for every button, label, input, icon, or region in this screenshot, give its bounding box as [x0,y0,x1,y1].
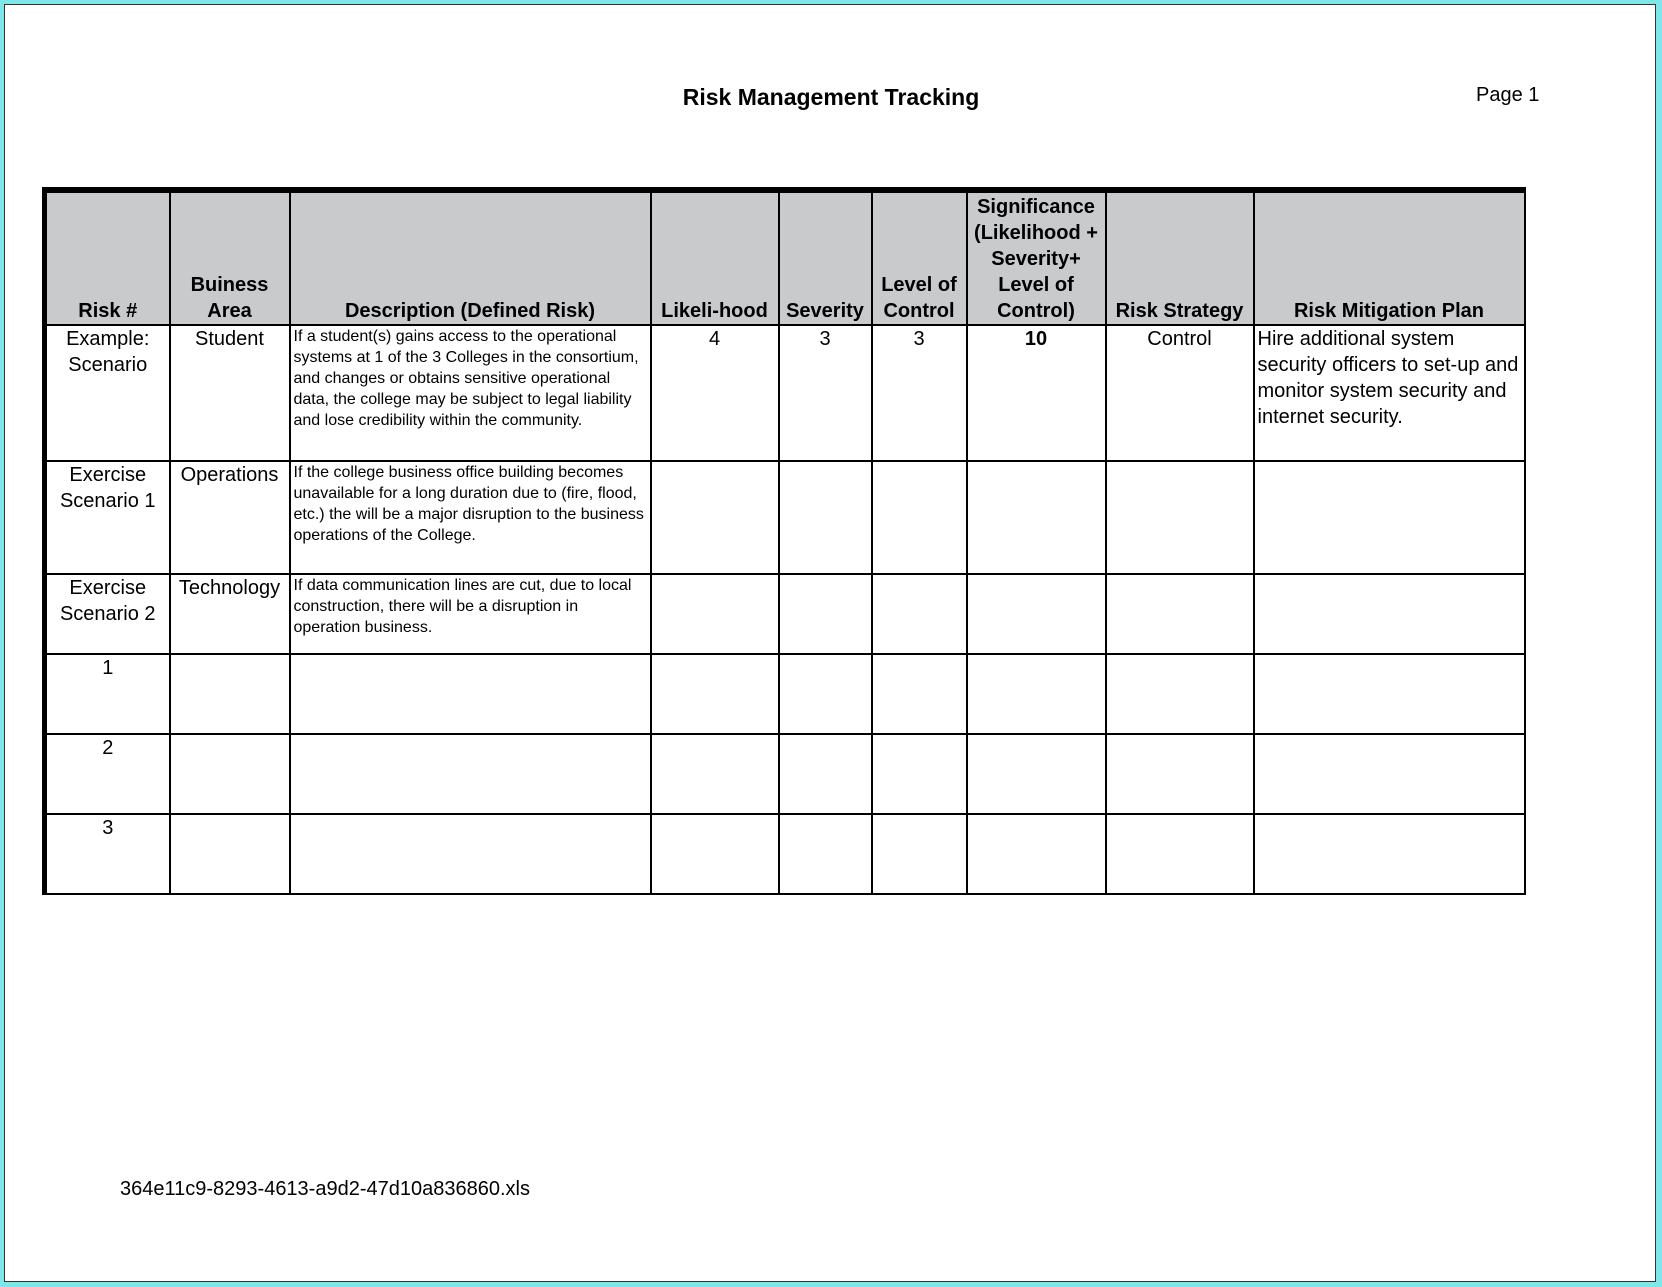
cell-mitigation-plan [1252,733,1526,815]
cell-severity [777,813,873,895]
cell-description: If data communication lines are cut, due… [288,573,652,655]
cell-risk-number: 1 [43,653,171,735]
cell-business-area: Technology [168,573,291,655]
cell-severity [777,460,873,575]
cell-level-of-control: 3 [870,324,968,462]
cell-significance [965,460,1107,575]
cell-likelihood [649,733,780,815]
cell-significance [965,813,1107,895]
cell-mitigation-plan [1252,460,1526,575]
cell-risk-strategy: Control [1104,324,1255,462]
header-level-of-control: Level of Control [870,189,968,326]
cell-business-area [168,733,291,815]
table-row: 1 [43,653,1526,735]
cell-risk-strategy [1104,733,1255,815]
cell-mitigation-plan: Hire additional system security officers… [1252,324,1526,462]
header-mitigation-plan: Risk Mitigation Plan [1252,189,1526,326]
cell-business-area: Student [168,324,291,462]
cell-level-of-control [870,813,968,895]
cell-business-area [168,653,291,735]
cell-description [288,813,652,895]
cell-likelihood [649,573,780,655]
cell-business-area: Operations [168,460,291,575]
cell-level-of-control [870,573,968,655]
cell-likelihood: 4 [649,324,780,462]
cell-severity [777,573,873,655]
cell-description [288,653,652,735]
cell-description [288,733,652,815]
cell-description: If a student(s) gains access to the oper… [288,324,652,462]
cell-risk-strategy [1104,460,1255,575]
header-risk-strategy: Risk Strategy [1104,189,1255,326]
cell-description: If the college business office building … [288,460,652,575]
table-row: Exercise Scenario 2 Technology If data com… [43,573,1526,655]
cell-mitigation-plan [1252,573,1526,655]
cell-level-of-control [870,733,968,815]
header-risk-number: Risk # [43,189,171,326]
cell-risk-number: 3 [43,813,171,895]
cell-severity [777,653,873,735]
cell-risk-number: Exercise Scenario 2 [43,573,171,655]
cell-likelihood [649,653,780,735]
cell-significance [965,733,1107,815]
cell-likelihood [649,460,780,575]
cell-business-area [168,813,291,895]
table-row: Example: Scenario Student If a student(s) … [43,324,1526,462]
header-description: Description (Defined Risk) [288,189,652,326]
cell-significance: 10 [965,324,1107,462]
cell-mitigation-plan [1252,653,1526,735]
table-row: 3 [43,813,1526,895]
table-row: Exercise Scenario 1 Operations If the coll… [43,460,1526,575]
cell-risk-number: Example: Scenario [43,324,171,462]
cell-severity: 3 [777,324,873,462]
file-name: 364e11c9-8293-4613-a9d2-47d10a836860.xls [120,1178,530,1200]
cell-significance [965,573,1107,655]
cell-risk-strategy [1104,573,1255,655]
risk-table: Risk # Buiness Area Description (Defined R… [42,187,1526,895]
cell-level-of-control [870,460,968,575]
header-business-area: Buiness Area [168,189,291,326]
page-title: Risk Management Tracking [682,84,980,110]
table-row: 2 [43,733,1526,815]
page-number: Page 1 [1476,84,1540,106]
header-significance: Significance (Likelihood + Severity+ Lev… [965,189,1107,326]
cell-mitigation-plan [1252,813,1526,895]
cell-severity [777,733,873,815]
cell-risk-number: 2 [43,733,171,815]
cell-likelihood [649,813,780,895]
cell-significance [965,653,1107,735]
header-severity: Severity [777,189,873,326]
cell-level-of-control [870,653,968,735]
cell-risk-strategy [1104,653,1255,735]
cell-risk-strategy [1104,813,1255,895]
header-likelihood: Likeli-hood [649,189,780,326]
cell-risk-number: Exercise Scenario 1 [43,460,171,575]
